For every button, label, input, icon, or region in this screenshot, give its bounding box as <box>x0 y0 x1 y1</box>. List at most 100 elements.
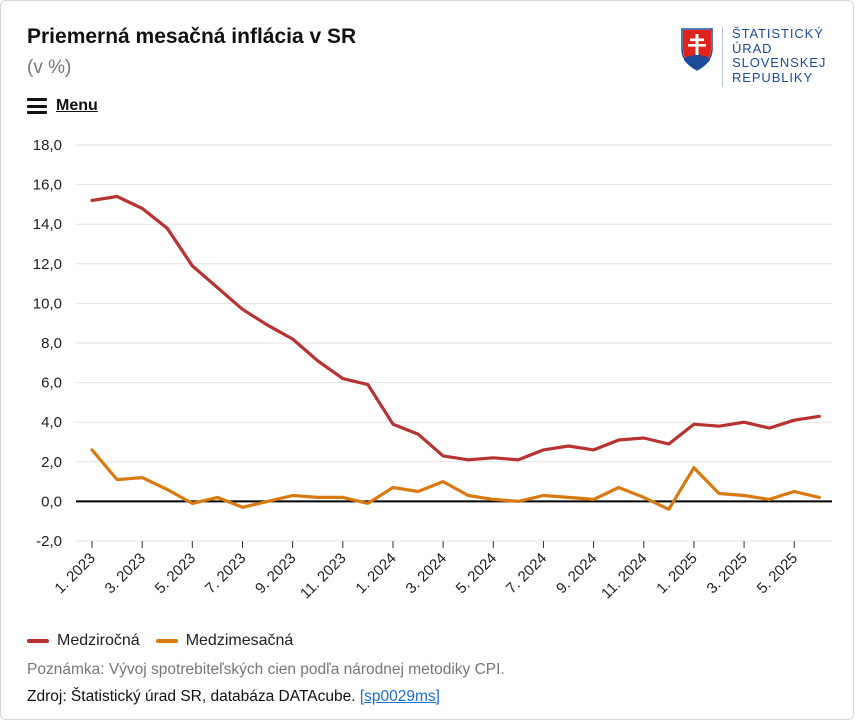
slovak-coat-of-arms-icon <box>681 28 713 71</box>
data-point <box>265 322 271 328</box>
data-point <box>365 500 371 506</box>
x-tick-label: 11. 2024 <box>598 550 651 603</box>
legend-swatch-yoy <box>27 639 49 643</box>
y-tick-label: 12,0 <box>33 256 62 273</box>
line-chart: 18,016,014,012,010,08,06,04,02,00,0-2,01… <box>33 137 832 603</box>
data-point <box>741 492 747 498</box>
data-point <box>716 423 722 429</box>
data-point <box>791 417 797 423</box>
chart-title: Priemerná mesačná inflácia v SR <box>27 25 357 48</box>
chart-source: Zdroj: Štatistický úrad SR, databáza DAT… <box>27 688 440 706</box>
y-tick-label: -2,0 <box>36 533 62 550</box>
source-link[interactable]: [sp0029ms] <box>359 688 440 705</box>
data-point <box>189 263 195 269</box>
data-point <box>365 382 371 388</box>
x-tick-label: 3. 2025 <box>703 550 750 597</box>
y-tick-label: 14,0 <box>33 216 62 233</box>
logo-line: REPUBLIKY <box>732 69 814 85</box>
data-point <box>290 336 296 342</box>
data-point <box>265 498 271 504</box>
data-point <box>691 465 697 471</box>
x-tick-label: 1. 2023 <box>51 550 98 597</box>
legend-item-yoy[interactable]: Medziročná <box>27 632 140 650</box>
data-point <box>540 492 546 498</box>
data-point <box>465 457 471 463</box>
legend-swatch-mom <box>155 639 178 643</box>
data-point <box>691 421 697 427</box>
data-point <box>164 225 170 231</box>
data-point <box>616 437 622 443</box>
chart-note: Poznámka: Vývoj spotrebiteľských cien po… <box>27 661 505 678</box>
data-point <box>641 494 647 500</box>
logo-line: SLOVENSKEJ <box>732 55 827 70</box>
chart-subtitle: (v %) <box>27 57 72 78</box>
data-point <box>415 431 421 437</box>
data-point <box>791 489 797 495</box>
data-point <box>390 485 396 491</box>
data-point <box>591 447 597 453</box>
y-tick-label: 4,0 <box>41 414 62 431</box>
y-tick-label: 2,0 <box>41 454 62 471</box>
legend-item-mom[interactable]: Medzimesačná <box>155 632 294 650</box>
data-point <box>290 492 296 498</box>
legend-label-mom: Medzimesačná <box>185 632 294 649</box>
data-point <box>214 285 220 291</box>
data-point <box>89 197 95 203</box>
data-point <box>315 358 321 364</box>
data-point <box>816 413 822 419</box>
data-point <box>490 455 496 461</box>
data-point <box>666 441 672 447</box>
data-point <box>189 500 195 506</box>
y-tick-label: 16,0 <box>33 177 62 194</box>
data-point <box>239 504 245 510</box>
y-tick-label: 8,0 <box>41 335 62 352</box>
data-point <box>540 447 546 453</box>
data-point <box>816 494 822 500</box>
x-tick-label: 7. 2023 <box>202 550 249 597</box>
data-point <box>766 425 772 431</box>
chart-legend: Medziročná Medzimesačná <box>27 632 309 650</box>
x-tick-label: 3. 2024 <box>403 550 450 597</box>
y-tick-label: 18,0 <box>33 137 62 154</box>
hamburger-menu-icon <box>27 98 47 114</box>
data-point <box>415 489 421 495</box>
data-point <box>139 475 145 481</box>
data-point <box>340 376 346 382</box>
data-point <box>566 494 572 500</box>
data-point <box>214 494 220 500</box>
x-tick-label: 5. 2023 <box>152 550 199 597</box>
x-tick-label: 5. 2024 <box>453 550 500 597</box>
data-point <box>315 494 321 500</box>
logo-line: ÚRAD <box>732 40 773 56</box>
data-point <box>741 419 747 425</box>
x-tick-label: 5. 2025 <box>754 550 801 597</box>
y-tick-label: 6,0 <box>41 375 62 392</box>
source-text: Zdroj: Štatistický úrad SR, databáza DAT… <box>27 688 356 705</box>
data-point <box>515 498 521 504</box>
x-tick-label: 11. 2023 <box>297 550 350 603</box>
data-point <box>716 490 722 496</box>
data-point <box>591 496 597 502</box>
data-point <box>164 487 170 493</box>
series-line-yoy <box>90 194 821 462</box>
x-tick-label: 1. 2024 <box>352 550 399 597</box>
data-point <box>515 457 521 463</box>
data-point <box>641 435 647 441</box>
x-tick-label: 9. 2024 <box>553 550 600 597</box>
data-point <box>139 205 145 211</box>
data-point <box>114 477 120 483</box>
data-point <box>616 485 622 491</box>
x-tick-label: 1. 2025 <box>653 550 700 597</box>
y-tick-label: 10,0 <box>33 295 62 312</box>
y-tick-label: 0,0 <box>41 493 62 510</box>
statistical-office-logo[interactable]: ŠTATISTICKÝ ÚRAD SLOVENSKEJ REPUBLIKY <box>680 26 827 87</box>
data-point <box>239 306 245 312</box>
data-point <box>490 496 496 502</box>
data-point <box>666 506 672 512</box>
data-point <box>440 453 446 459</box>
series-line-mom <box>90 448 821 511</box>
x-tick-label: 9. 2023 <box>252 550 299 597</box>
menu-button[interactable]: Menu <box>27 97 98 115</box>
data-point <box>440 479 446 485</box>
data-point <box>340 494 346 500</box>
